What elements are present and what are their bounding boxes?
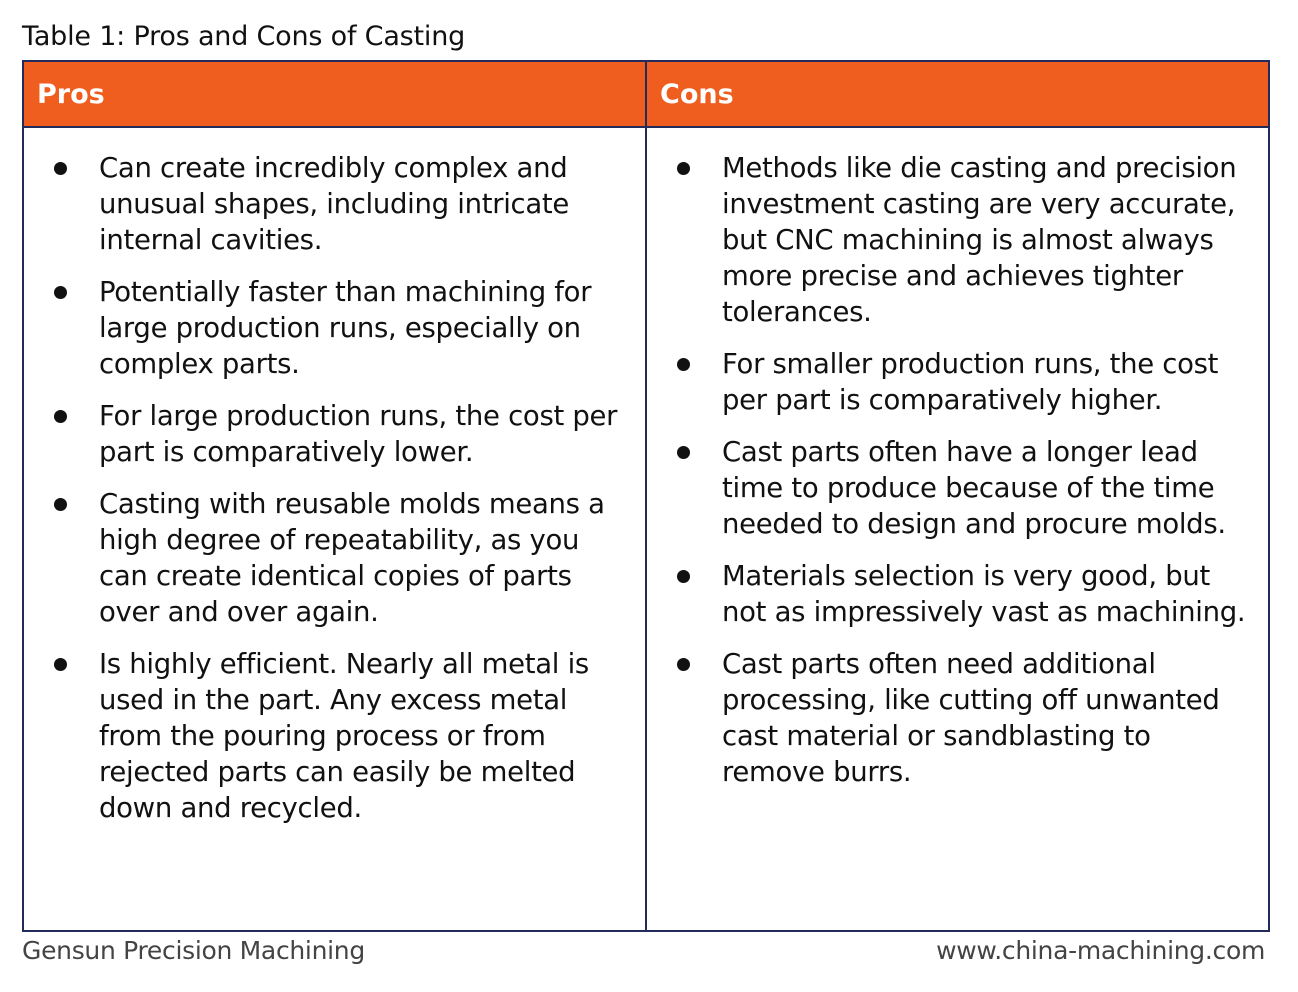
bullet-icon <box>677 570 690 583</box>
list-item: Potentially faster than machining for la… <box>24 274 631 382</box>
bullet-icon <box>54 162 67 175</box>
table-body-row: Can create incredibly complex and unusua… <box>24 127 1268 930</box>
header-cons: Cons <box>645 62 1268 128</box>
bullet-icon <box>54 286 67 299</box>
table-header-row: Pros Cons <box>24 62 1268 128</box>
pros-list: Can create incredibly complex and unusua… <box>24 128 645 826</box>
list-item-text: Methods like die casting and precision i… <box>722 152 1237 328</box>
bullet-icon <box>677 358 690 371</box>
bullet-icon <box>677 446 690 459</box>
pros-cons-table: Pros Cons Can create incredibly complex … <box>22 60 1270 932</box>
cons-list: Methods like die casting and precision i… <box>647 128 1268 790</box>
footer-company-name: Gensun Precision Machining <box>22 936 365 965</box>
bullet-icon <box>54 658 67 671</box>
bullet-icon <box>54 410 67 423</box>
bullet-icon <box>677 162 690 175</box>
cons-cell: Methods like die casting and precision i… <box>645 127 1268 930</box>
list-item: Cast parts often need additional process… <box>647 646 1254 790</box>
list-item: Materials selection is very good, but no… <box>647 558 1254 630</box>
list-item: Methods like die casting and precision i… <box>647 150 1254 330</box>
list-item-text: For smaller production runs, the cost pe… <box>722 348 1219 416</box>
list-item: Is highly efficient. Nearly all metal is… <box>24 646 631 826</box>
list-item-text: Cast parts often have a longer lead time… <box>722 436 1226 540</box>
list-item: Can create incredibly complex and unusua… <box>24 150 631 258</box>
footer-website: www.china-machining.com <box>936 936 1265 965</box>
list-item-text: For large production runs, the cost per … <box>99 400 618 468</box>
list-item-text: Potentially faster than machining for la… <box>99 276 592 380</box>
list-item-text: Materials selection is very good, but no… <box>722 560 1246 628</box>
header-pros: Pros <box>24 62 646 128</box>
pros-cell: Can create incredibly complex and unusua… <box>24 127 646 930</box>
bullet-icon <box>54 498 67 511</box>
list-item: For large production runs, the cost per … <box>24 398 631 470</box>
list-item-text: Casting with reusable molds means a high… <box>99 488 605 628</box>
table-caption: Table 1: Pros and Cons of Casting <box>22 21 466 52</box>
list-item: Casting with reusable molds means a high… <box>24 486 631 630</box>
bullet-icon <box>677 658 690 671</box>
list-item: For smaller production runs, the cost pe… <box>647 346 1254 418</box>
list-item-text: Cast parts often need additional process… <box>722 648 1220 788</box>
table: Pros Cons Can create incredibly complex … <box>24 62 1268 930</box>
list-item-text: Can create incredibly complex and unusua… <box>99 152 570 256</box>
list-item-text: Is highly efficient. Nearly all metal is… <box>99 648 589 824</box>
list-item: Cast parts often have a longer lead time… <box>647 434 1254 542</box>
